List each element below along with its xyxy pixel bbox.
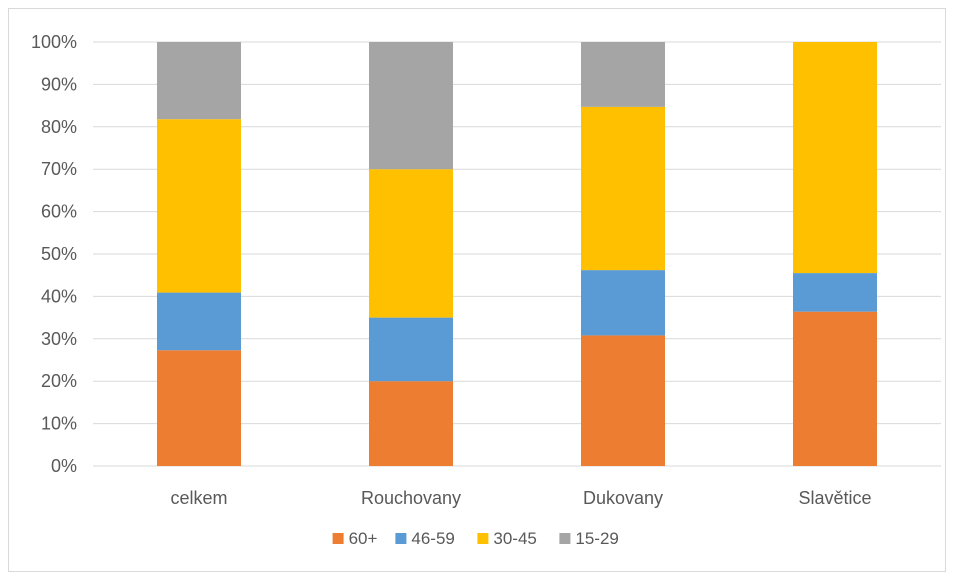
y-tick-label: 60%	[41, 202, 77, 222]
y-tick-label: 0%	[51, 456, 77, 476]
legend-label: 30-45	[493, 529, 536, 548]
legend-label: 60+	[349, 529, 378, 548]
bar-segment	[581, 335, 665, 466]
bar-segment	[369, 317, 453, 382]
legend-swatch	[477, 533, 489, 544]
x-tick-label: Slavětice	[798, 488, 871, 508]
bar-segment	[793, 42, 877, 274]
legend-swatch	[559, 533, 571, 544]
y-tick-label: 80%	[41, 117, 77, 137]
bar-segment	[581, 270, 665, 336]
bar-segment	[793, 311, 877, 466]
x-axis-ticks: celkem Rouchovany Dukovany Slavětice	[170, 488, 871, 508]
bar-segment	[369, 42, 453, 170]
bar-segment	[581, 42, 665, 107]
bar-segment	[157, 42, 241, 120]
chart-frame: 0% 10% 20% 30% 40% 50% 60% 70% 80% 90% 100% celkem…	[8, 8, 946, 572]
bars	[157, 42, 877, 466]
y-tick-label: 50%	[41, 244, 77, 264]
y-tick-label: 100%	[31, 32, 77, 52]
bar-segment	[157, 119, 241, 293]
y-tick-label: 30%	[41, 329, 77, 349]
bar-segment	[793, 273, 877, 312]
bar-segment	[581, 106, 665, 271]
bar-segment	[157, 350, 241, 466]
bar-segment	[369, 381, 453, 466]
x-tick-label: Dukovany	[583, 488, 663, 508]
y-tick-label: 20%	[41, 371, 77, 391]
x-tick-label: Rouchovany	[361, 488, 461, 508]
legend: 60+ 46-59 30-45 15-29	[332, 529, 619, 548]
x-tick-label: celkem	[170, 488, 227, 508]
legend-swatch	[332, 533, 344, 544]
bar-segment	[157, 292, 241, 351]
legend-label: 15-29	[575, 529, 618, 548]
y-tick-label: 70%	[41, 159, 77, 179]
y-tick-label: 90%	[41, 74, 77, 94]
legend-label: 46-59	[411, 529, 454, 548]
legend-swatch	[395, 533, 407, 544]
bar-segment	[369, 169, 453, 318]
y-axis-ticks: 0% 10% 20% 30% 40% 50% 60% 70% 80% 90% 100%	[31, 32, 77, 476]
y-tick-label: 10%	[41, 414, 77, 434]
y-tick-label: 40%	[41, 286, 77, 306]
stacked-bar-chart: 0% 10% 20% 30% 40% 50% 60% 70% 80% 90% 100% celkem…	[31, 32, 941, 548]
